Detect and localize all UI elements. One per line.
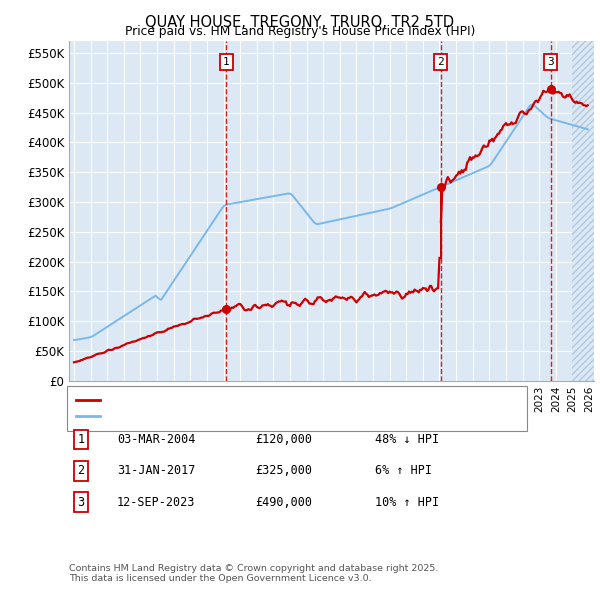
Text: 1: 1 [77,433,85,446]
Text: QUAY HOUSE, TREGONY, TRURO, TR2 5TD (detached house): QUAY HOUSE, TREGONY, TRURO, TR2 5TD (det… [105,395,435,405]
Text: 1: 1 [223,57,230,67]
Text: Price paid vs. HM Land Registry's House Price Index (HPI): Price paid vs. HM Land Registry's House … [125,25,475,38]
Text: £120,000: £120,000 [255,433,312,446]
Text: 10% ↑ HPI: 10% ↑ HPI [375,496,439,509]
Text: 3: 3 [77,496,85,509]
Text: Contains HM Land Registry data © Crown copyright and database right 2025.
This d: Contains HM Land Registry data © Crown c… [69,563,439,583]
Text: 12-SEP-2023: 12-SEP-2023 [117,496,196,509]
Text: 6% ↑ HPI: 6% ↑ HPI [375,464,432,477]
Text: 3: 3 [548,57,554,67]
Text: 48% ↓ HPI: 48% ↓ HPI [375,433,439,446]
Text: QUAY HOUSE, TREGONY, TRURO, TR2 5TD: QUAY HOUSE, TREGONY, TRURO, TR2 5TD [145,15,455,30]
Text: 31-JAN-2017: 31-JAN-2017 [117,464,196,477]
Text: HPI: Average price, detached house, Cornwall: HPI: Average price, detached house, Corn… [105,411,355,421]
Text: £490,000: £490,000 [255,496,312,509]
Text: 2: 2 [77,464,85,477]
Text: £325,000: £325,000 [255,464,312,477]
Text: 2: 2 [437,57,444,67]
Text: 03-MAR-2004: 03-MAR-2004 [117,433,196,446]
